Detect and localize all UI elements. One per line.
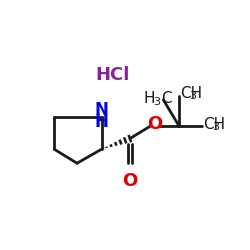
Text: CH: CH	[180, 86, 202, 101]
Text: C: C	[161, 92, 171, 106]
Text: HCl: HCl	[95, 66, 130, 84]
Text: CH: CH	[204, 117, 226, 132]
Text: O: O	[122, 172, 138, 190]
Text: 3: 3	[213, 122, 220, 132]
Text: H: H	[95, 113, 109, 131]
Text: 3: 3	[189, 91, 196, 101]
Text: H: H	[144, 92, 156, 106]
Text: 3: 3	[154, 97, 161, 107]
Text: O: O	[147, 116, 162, 134]
Text: N: N	[95, 100, 109, 118]
